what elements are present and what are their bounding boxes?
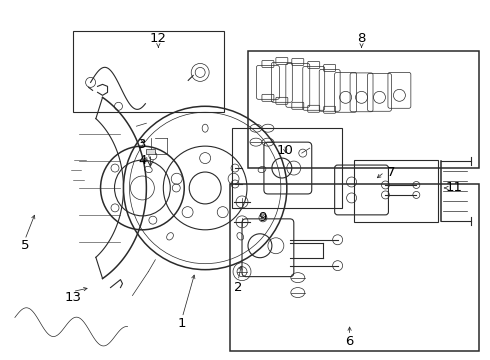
Bar: [354, 160, 438, 222]
Bar: [147, 149, 155, 154]
Text: 1: 1: [178, 317, 187, 330]
Text: 11: 11: [446, 181, 463, 194]
Text: 6: 6: [345, 335, 354, 348]
Text: 2: 2: [234, 281, 242, 294]
Bar: [232, 128, 342, 208]
Text: 4: 4: [138, 154, 147, 167]
Text: 13: 13: [64, 291, 81, 304]
Text: 7: 7: [387, 166, 396, 179]
Bar: [248, 50, 479, 168]
Bar: [73, 31, 224, 112]
Text: 12: 12: [150, 32, 167, 45]
Text: 9: 9: [258, 211, 266, 224]
Bar: [230, 184, 479, 351]
Text: 10: 10: [276, 144, 294, 157]
Text: 3: 3: [138, 138, 147, 150]
Text: 8: 8: [357, 32, 366, 45]
Text: 5: 5: [21, 239, 29, 252]
